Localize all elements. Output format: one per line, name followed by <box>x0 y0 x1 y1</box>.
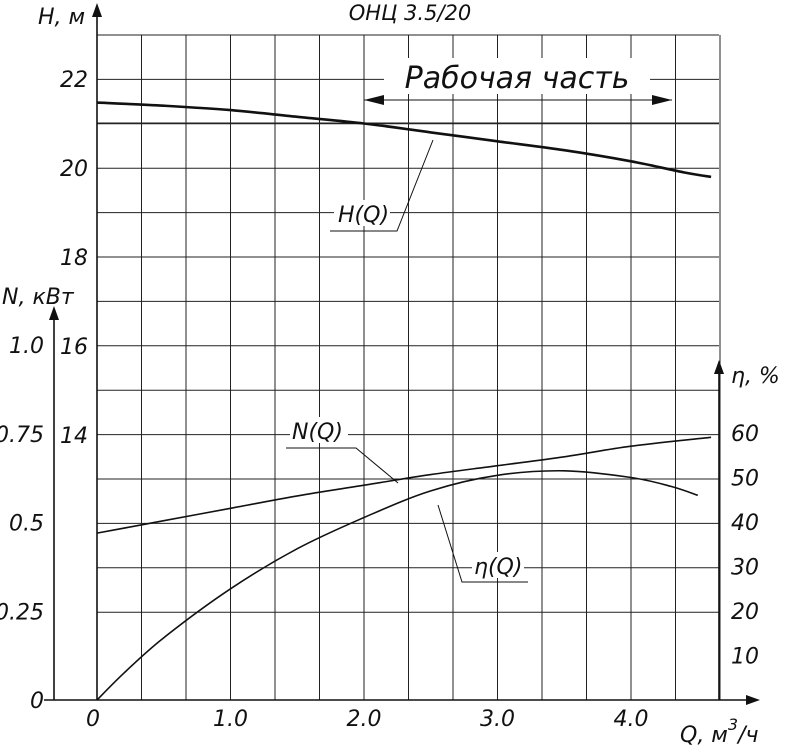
chart-series <box>96 101 712 701</box>
h-tick-label: 18 <box>60 246 88 271</box>
x-tick-label: 1.0 <box>213 707 248 732</box>
axes <box>44 3 760 705</box>
tick-labels: 0 1.0 2.0 3.0 4.0 22 20 18 16 14 1.0 0.75 0.5 0.25 0 60… <box>0 68 759 732</box>
eta-tick-label: 30 <box>731 556 759 581</box>
h-axis-label: H, м <box>38 5 85 30</box>
nq-leader <box>286 447 399 484</box>
n-curve <box>96 436 712 534</box>
q-axis-arrow-icon <box>746 695 760 705</box>
eta-tick-label: 60 <box>731 422 759 447</box>
hq-label-bg <box>334 200 390 226</box>
series-leaders: H(Q) N(Q) η(Q) <box>286 139 528 583</box>
n-axis-label: N, кВт <box>2 285 75 310</box>
chart-title: ОНЦ 3.5/20 <box>349 1 472 25</box>
nq-label-bg <box>290 417 348 443</box>
n-tick-label: 0.25 <box>0 600 44 625</box>
x-tick-label: 2.0 <box>347 707 382 732</box>
eta-tick-label: 10 <box>731 645 759 670</box>
n-tick-label: 1.0 <box>9 334 44 359</box>
n-tick-label: 0 <box>30 689 44 714</box>
working-range-left-arrow-icon <box>364 95 384 105</box>
n-tick-label: 0.75 <box>0 423 44 448</box>
working-range-label: Рабочая часть <box>405 61 630 96</box>
working-range-right-arrow-icon <box>652 95 672 105</box>
eta-tick-label: 50 <box>731 467 759 492</box>
etaq-label: η(Q) <box>474 555 522 580</box>
x-tick-label: 4.0 <box>614 707 649 732</box>
eta-curve <box>96 469 699 701</box>
working-range-label-bg <box>384 58 650 94</box>
etaq-leader <box>437 504 528 583</box>
eta-tick-label: 20 <box>731 600 759 625</box>
x-tick-label: 3.0 <box>480 707 515 732</box>
working-range-annotation: Рабочая часть <box>364 58 672 105</box>
eta-axis-label: η, % <box>731 364 780 389</box>
h-tick-label: 20 <box>60 157 88 182</box>
eta-axis-arrow-icon <box>714 360 724 374</box>
h-axis-arrow-icon <box>92 3 102 17</box>
nq-label: N(Q) <box>292 420 343 445</box>
h-tick-label: 14 <box>60 424 88 449</box>
q-axis-label: Q, м3/ч <box>680 715 759 747</box>
h-tick-label: 22 <box>60 68 88 93</box>
h-curve <box>96 101 712 179</box>
n-tick-label: 0.5 <box>9 512 44 537</box>
hq-leader <box>330 139 434 232</box>
h-tick-label: 16 <box>60 335 88 360</box>
x-tick-label: 0 <box>86 707 100 732</box>
hq-label: H(Q) <box>338 203 389 228</box>
n-axis-arrow-icon <box>49 306 59 320</box>
etaq-label-bg <box>472 552 524 578</box>
chart-grid <box>97 34 721 700</box>
eta-tick-label: 40 <box>731 511 759 536</box>
